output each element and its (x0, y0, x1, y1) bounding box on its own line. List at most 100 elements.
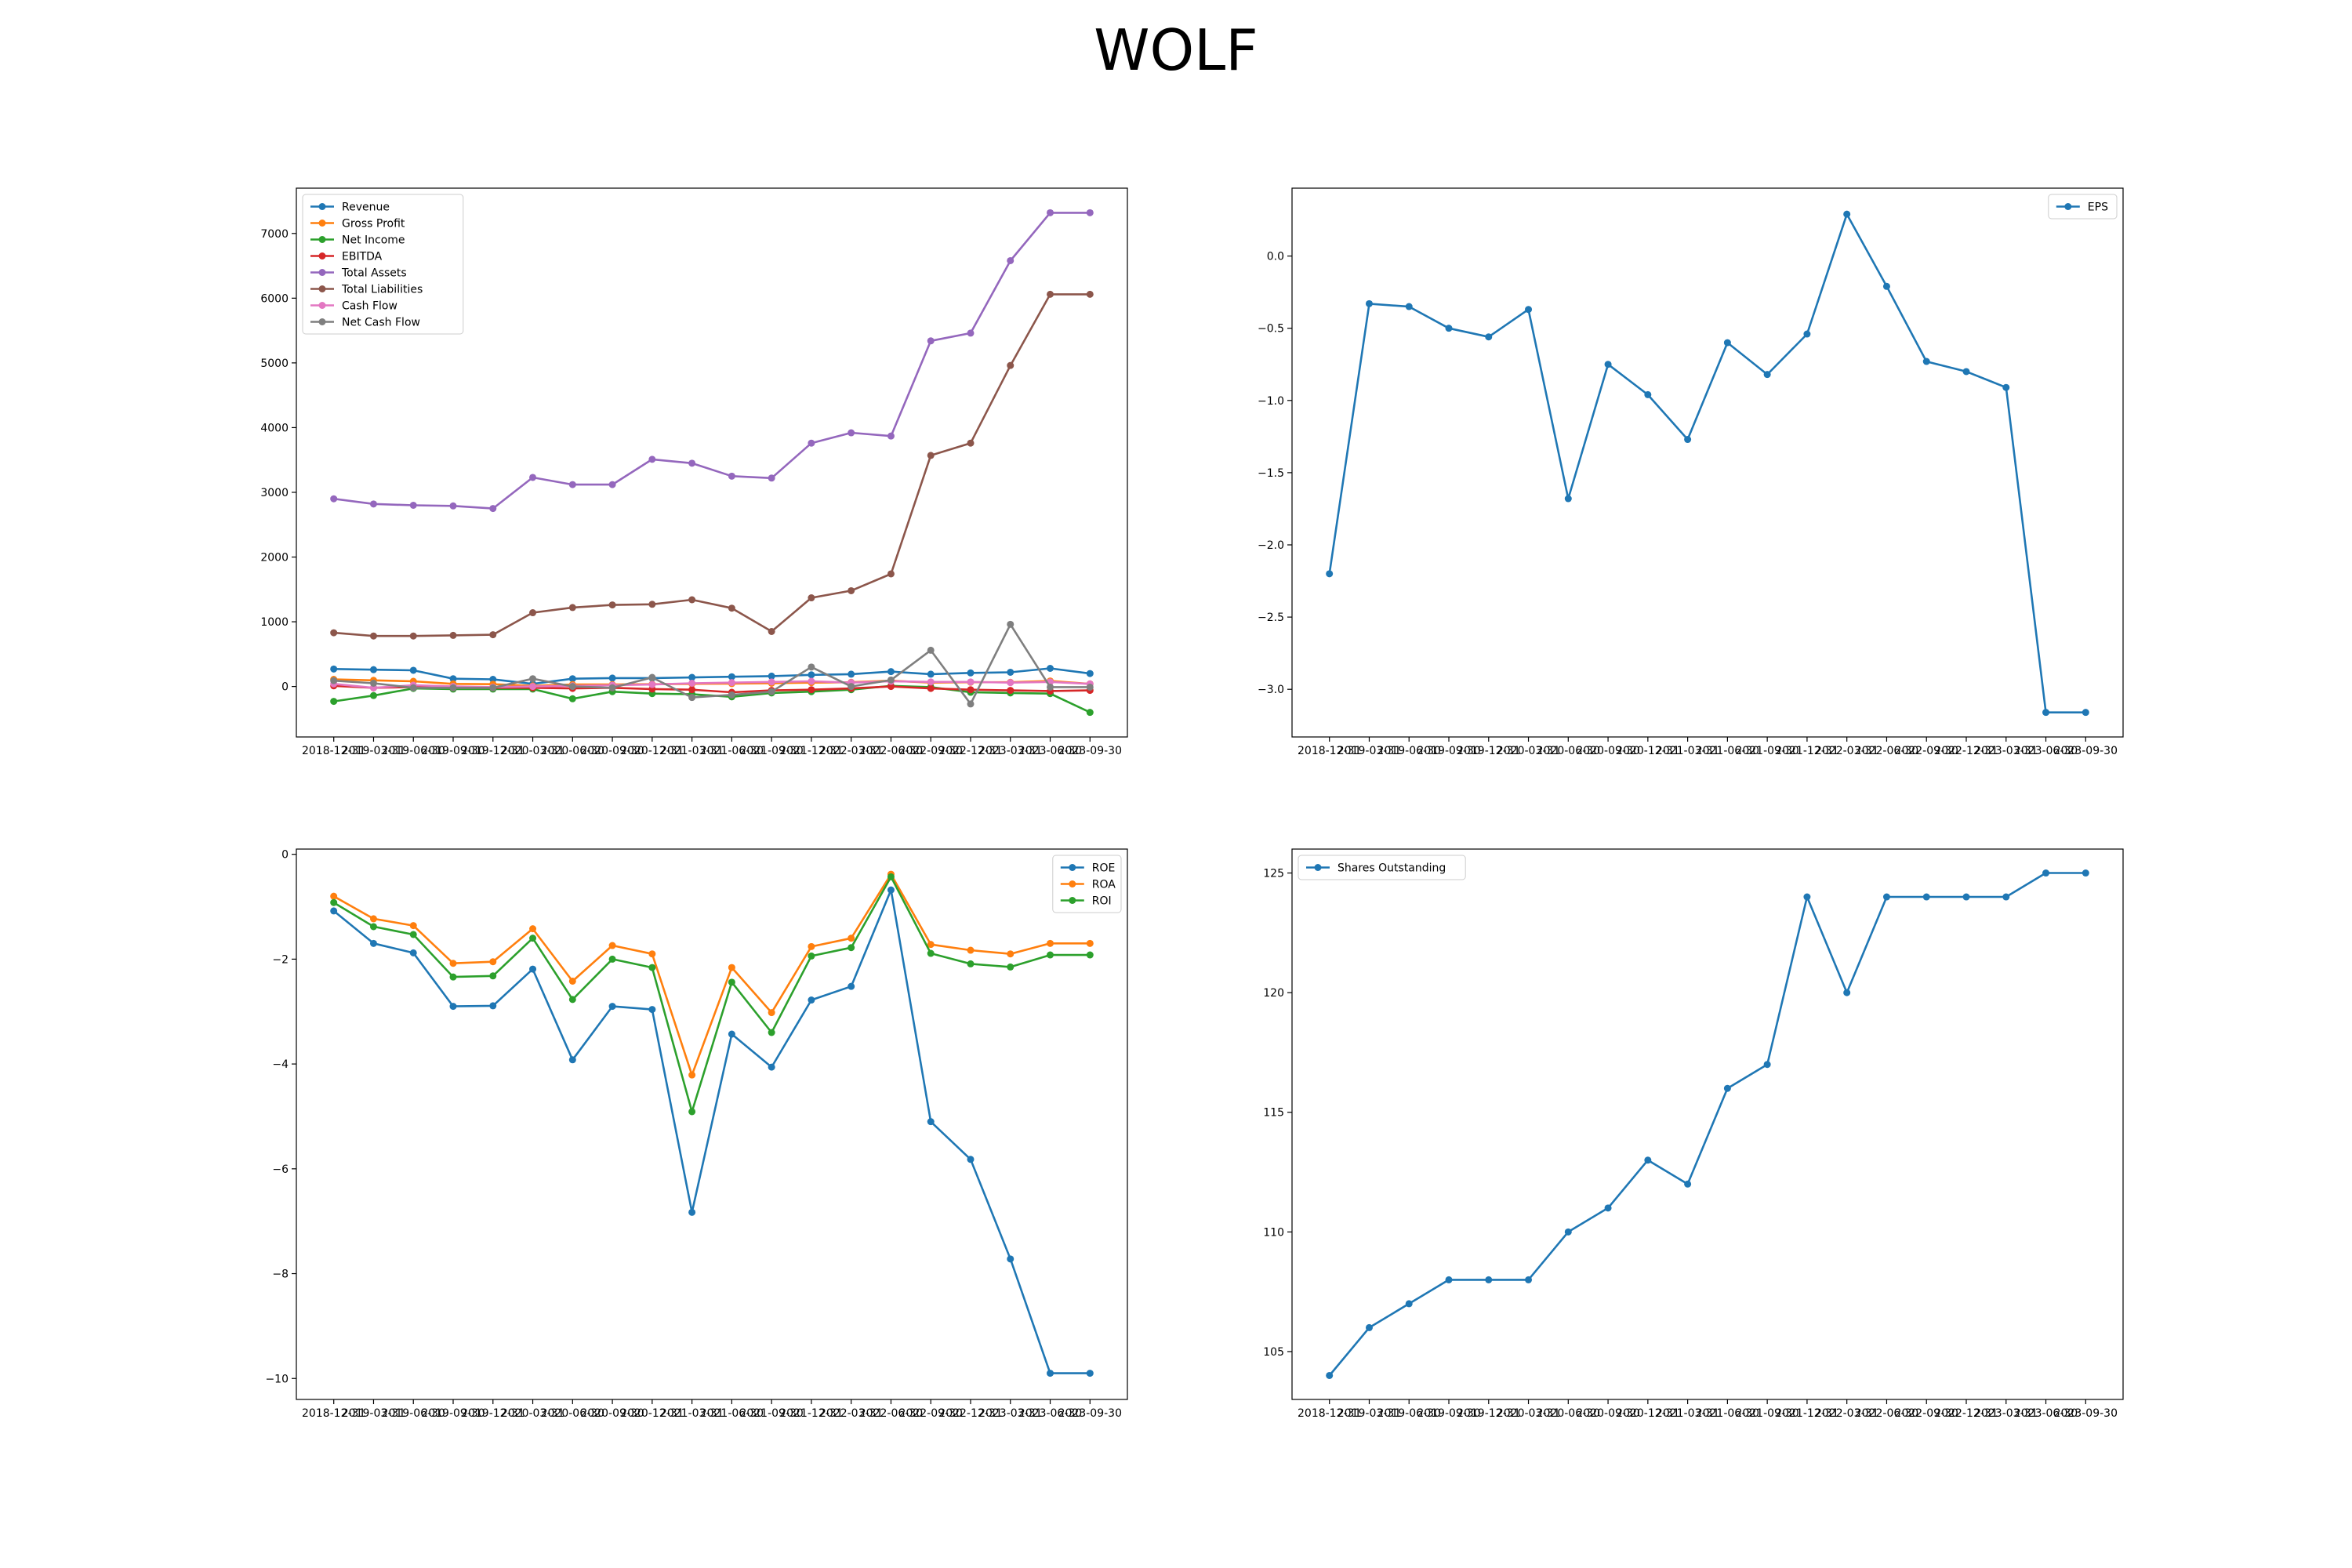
data-point (808, 942, 815, 950)
x-tick-label: 2020-03-31 (501, 1407, 564, 1420)
data-point (768, 627, 775, 635)
data-point (449, 631, 457, 639)
x-tick-label: 2020-06-30 (1537, 745, 1600, 757)
x-tick-label: 2023-06-30 (2014, 745, 2078, 757)
x-tick-label: 2023-09-30 (1058, 1407, 1122, 1420)
data-point (568, 675, 576, 683)
data-point (2042, 869, 2050, 877)
data-point (409, 632, 417, 640)
data-point (728, 673, 735, 681)
data-point (2042, 709, 2050, 717)
x-tick-label: 2022-06-30 (859, 1407, 923, 1420)
series-roe (330, 886, 1094, 1377)
data-point (1047, 939, 1054, 947)
data-point (369, 915, 377, 923)
legend-label: Net Cash Flow (342, 317, 420, 329)
chart-panel-shares: 1051101151201252018-12-312019-03-312019-… (1263, 848, 2124, 1420)
data-point (608, 1003, 616, 1011)
data-point (330, 665, 338, 673)
data-point (688, 694, 696, 702)
x-tick-label: 2019-12-31 (461, 745, 524, 757)
x-tick-label: 2022-12-31 (938, 1407, 1002, 1420)
data-point (1763, 371, 1771, 379)
data-point (1405, 303, 1413, 310)
data-point (529, 683, 537, 691)
data-point (409, 949, 417, 956)
series-line (333, 873, 1091, 1076)
data-point (449, 675, 457, 683)
x-tick-label: 2019-12-31 (461, 1407, 524, 1420)
data-point (848, 944, 855, 952)
data-point (808, 439, 815, 447)
series-line (333, 623, 1091, 706)
data-point (1007, 361, 1014, 369)
x-tick-label: 2020-09-30 (1576, 1407, 1639, 1420)
data-point (2002, 383, 2010, 391)
data-point (2082, 709, 2089, 717)
data-point (1564, 1228, 1572, 1236)
data-point (608, 481, 616, 488)
data-point (330, 898, 338, 906)
data-point (330, 892, 338, 900)
x-tick-label: 2021-12-31 (779, 1407, 843, 1420)
legend-marker (318, 220, 326, 227)
chart-panel-returns: 0 −2 −4 −6 −8 −10 2018-12-312019-03-312019-06-… (265, 848, 1128, 1420)
x-tick-label: 2019-03-31 (342, 745, 405, 757)
y-tick-label: 125 (1263, 868, 1284, 880)
data-point (648, 950, 656, 958)
legend-label: Gross Profit (342, 218, 405, 230)
data-point (967, 700, 975, 708)
data-point (927, 646, 935, 654)
y-tick-label: 110 (1263, 1226, 1284, 1239)
x-tick-label: 2023-03-31 (1974, 1407, 2038, 1420)
legend-marker (318, 285, 326, 292)
data-point (608, 942, 616, 949)
y-tick-label: 120 (1263, 987, 1284, 1000)
x-tick-label: 2021-12-31 (1775, 1407, 1838, 1420)
legend-marker (1069, 864, 1076, 871)
y-tick-label: 0 (281, 681, 289, 694)
legend-marker (318, 203, 326, 210)
y-tick-label: −3.0 (1258, 684, 1284, 696)
data-point (927, 678, 935, 686)
data-point (1365, 299, 1373, 307)
chart-panel-eps: 0.0−0.5−1.0−1.5−2.0−2.5−3.02018-12-31201… (1258, 187, 2124, 757)
data-point (688, 596, 696, 604)
data-point (927, 452, 935, 459)
x-tick-label: 2019-06-30 (1377, 745, 1441, 757)
x-tick-label: 2021-03-31 (1656, 1407, 1719, 1420)
x-tick-label: 2021-06-30 (1696, 745, 1759, 757)
data-point (848, 586, 855, 594)
series-eps (1326, 210, 2089, 717)
x-tick-label: 2022-09-30 (1895, 745, 1958, 757)
data-point (369, 666, 377, 673)
data-point (688, 1208, 696, 1216)
x-tick-label: 2022-03-31 (1815, 745, 1878, 757)
data-point (1525, 306, 1533, 314)
x-tick-label: 2020-06-30 (541, 1407, 604, 1420)
data-point (887, 683, 895, 691)
legend-label: EPS (2088, 201, 2108, 214)
series-line (333, 680, 1091, 689)
data-point (648, 456, 656, 463)
y-tick-label: 2000 (260, 552, 289, 564)
data-point (808, 677, 815, 685)
data-point (1086, 1370, 1094, 1377)
data-point (688, 459, 696, 467)
y-tick-label: 105 (1263, 1346, 1284, 1359)
data-point (568, 683, 576, 691)
y-tick-label: −0.5 (1258, 323, 1284, 336)
y-tick-label: 3000 (260, 487, 289, 499)
x-tick-label: 2021-09-30 (739, 745, 803, 757)
data-point (1803, 893, 1811, 901)
data-point (688, 679, 696, 687)
legend-box (2048, 194, 2118, 220)
plot-frame-eps (1291, 187, 2124, 738)
y-tick-label: 0.0 (1267, 251, 1284, 263)
x-tick-label: 2022-03-31 (1815, 1407, 1878, 1420)
plot-frame-financials (296, 187, 1128, 738)
legend-marker (318, 236, 326, 243)
data-point (330, 907, 338, 915)
data-point (768, 474, 775, 482)
legend-label: Revenue (342, 201, 390, 214)
